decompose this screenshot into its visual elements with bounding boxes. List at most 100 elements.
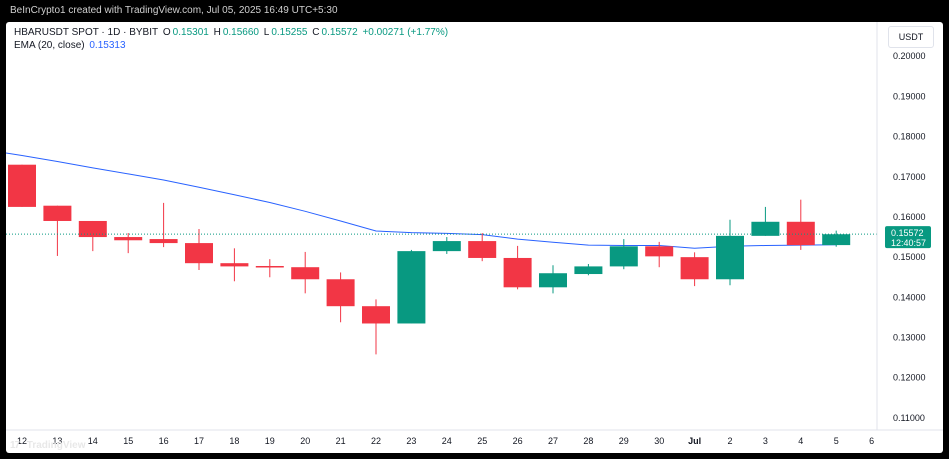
candle-21	[326, 272, 355, 323]
x-tick-label: 16	[159, 436, 169, 446]
high-value: 0.15660	[222, 27, 259, 38]
open-label: O	[162, 27, 171, 38]
candle-13	[43, 205, 72, 256]
x-tick-label: 13	[52, 436, 62, 446]
ema-legend: EMA (20, close) 0.15313	[14, 40, 128, 51]
x-tick-label: 20	[300, 436, 310, 446]
ohlc-legend: HBARUSDT SPOT · 1D · BYBIT O 0.15301 H 0.1…	[14, 27, 450, 38]
candle-body	[539, 273, 567, 288]
candle-body	[503, 257, 532, 288]
x-axis: 12 13 14 15 16 17 18 19 20 21 22 23 24 25 26 27 28 29 30 Ju…	[6, 429, 943, 446]
candle-3	[751, 206, 780, 236]
currency-button[interactable]: USDT	[888, 26, 934, 48]
x-tick-label: 15	[123, 436, 133, 446]
candle-23	[397, 249, 426, 324]
chart-credit: BeInCrypto1 created with TradingView.com…	[10, 5, 338, 16]
low-value: 0.15255	[271, 27, 308, 38]
candle-17	[185, 229, 213, 271]
candle-28	[574, 263, 603, 276]
x-tick-label: 17	[194, 436, 204, 446]
candle-body	[78, 220, 107, 238]
candle-body	[645, 246, 674, 257]
candle-Jul	[680, 252, 709, 287]
last-price-tag	[885, 226, 931, 249]
x-tick-label: 4	[798, 436, 803, 446]
x-tick-label: 2	[727, 436, 732, 446]
x-tick-label: 27	[548, 436, 558, 446]
x-tick-label: 5	[834, 436, 839, 446]
x-tick-label: 3	[763, 436, 768, 446]
candle-body	[149, 239, 178, 244]
x-tick-label: 18	[229, 436, 239, 446]
ema-layer	[6, 152, 837, 249]
x-tick-label: 19	[265, 436, 275, 446]
candle-body	[574, 266, 603, 275]
candle-body	[43, 205, 72, 221]
x-tick-label: 14	[88, 436, 98, 446]
candle-body	[397, 251, 426, 324]
candle-22	[362, 299, 390, 355]
y-tick-label: 0.16000	[893, 212, 926, 222]
tradingview-logo-icon: 17	[10, 440, 20, 451]
x-tick-label: 23	[406, 436, 416, 446]
candle-20	[291, 251, 320, 294]
candle-body	[822, 234, 851, 246]
last-price-countdown: 12:40:57	[891, 238, 926, 248]
close-label: C	[312, 27, 320, 38]
candle-body	[220, 263, 249, 267]
candle-18	[220, 248, 249, 282]
last-price-value: 0.15572	[891, 228, 924, 238]
x-tick-label: 12	[17, 436, 27, 446]
x-tick-label: 30	[654, 436, 664, 446]
candle-25	[468, 233, 497, 262]
candle-12	[8, 164, 36, 207]
low-label: L	[263, 27, 270, 38]
tradingview-logo[interactable]: 17 TradingView	[10, 440, 86, 451]
candle-body	[751, 221, 780, 236]
y-tick-label: 0.20000	[893, 51, 926, 61]
candle-body	[716, 235, 744, 280]
y-tick-label: 0.15000	[893, 252, 926, 262]
candle-body	[185, 243, 213, 264]
ema-value: 0.15313	[89, 40, 126, 51]
candle-body	[291, 267, 320, 280]
candle-29	[609, 239, 638, 270]
x-tick-label: 25	[477, 436, 487, 446]
candle-body	[609, 246, 638, 267]
ema-label: EMA (20, close)	[14, 40, 85, 51]
chart-panel[interactable]: 0.15572 12:40:57 0.20000 0.19000 0.18000 0.1…	[6, 22, 943, 453]
y-tick-label: 0.14000	[893, 292, 926, 302]
x-tick-label: 28	[583, 436, 593, 446]
high-label: H	[213, 27, 221, 38]
x-tick-label: 21	[336, 436, 346, 446]
x-tick-label: 26	[513, 436, 523, 446]
candle-body	[255, 265, 284, 268]
candle-27	[539, 265, 567, 294]
y-tick-label: 0.11000	[893, 413, 925, 423]
candle-body	[786, 221, 815, 246]
candle-body	[680, 257, 709, 280]
y-axis: 0.20000 0.19000 0.18000 0.17000 0.16000 0.150…	[876, 22, 926, 430]
x-tick-label: Jul	[688, 436, 701, 446]
candle-body	[468, 241, 497, 258]
x-tick-label: 24	[442, 436, 452, 446]
candle-16	[149, 202, 178, 248]
candle-14	[78, 220, 107, 252]
x-tick-label: 29	[619, 436, 629, 446]
candle-4	[786, 199, 815, 250]
x-tick-label: 6	[869, 436, 874, 446]
change-value: +0.00271 (+1.77%)	[362, 27, 449, 38]
candle-body	[114, 237, 143, 241]
candles-layer	[8, 164, 851, 355]
candle-26	[503, 245, 532, 290]
candle-15	[114, 233, 143, 254]
open-value: 0.15301	[172, 27, 209, 38]
y-tick-label: 0.13000	[893, 333, 926, 343]
y-tick-label: 0.12000	[893, 373, 926, 383]
symbol-label: HBARUSDT SPOT · 1D · BYBIT	[14, 27, 159, 38]
candle-2	[716, 219, 744, 286]
candle-body	[432, 241, 461, 252]
